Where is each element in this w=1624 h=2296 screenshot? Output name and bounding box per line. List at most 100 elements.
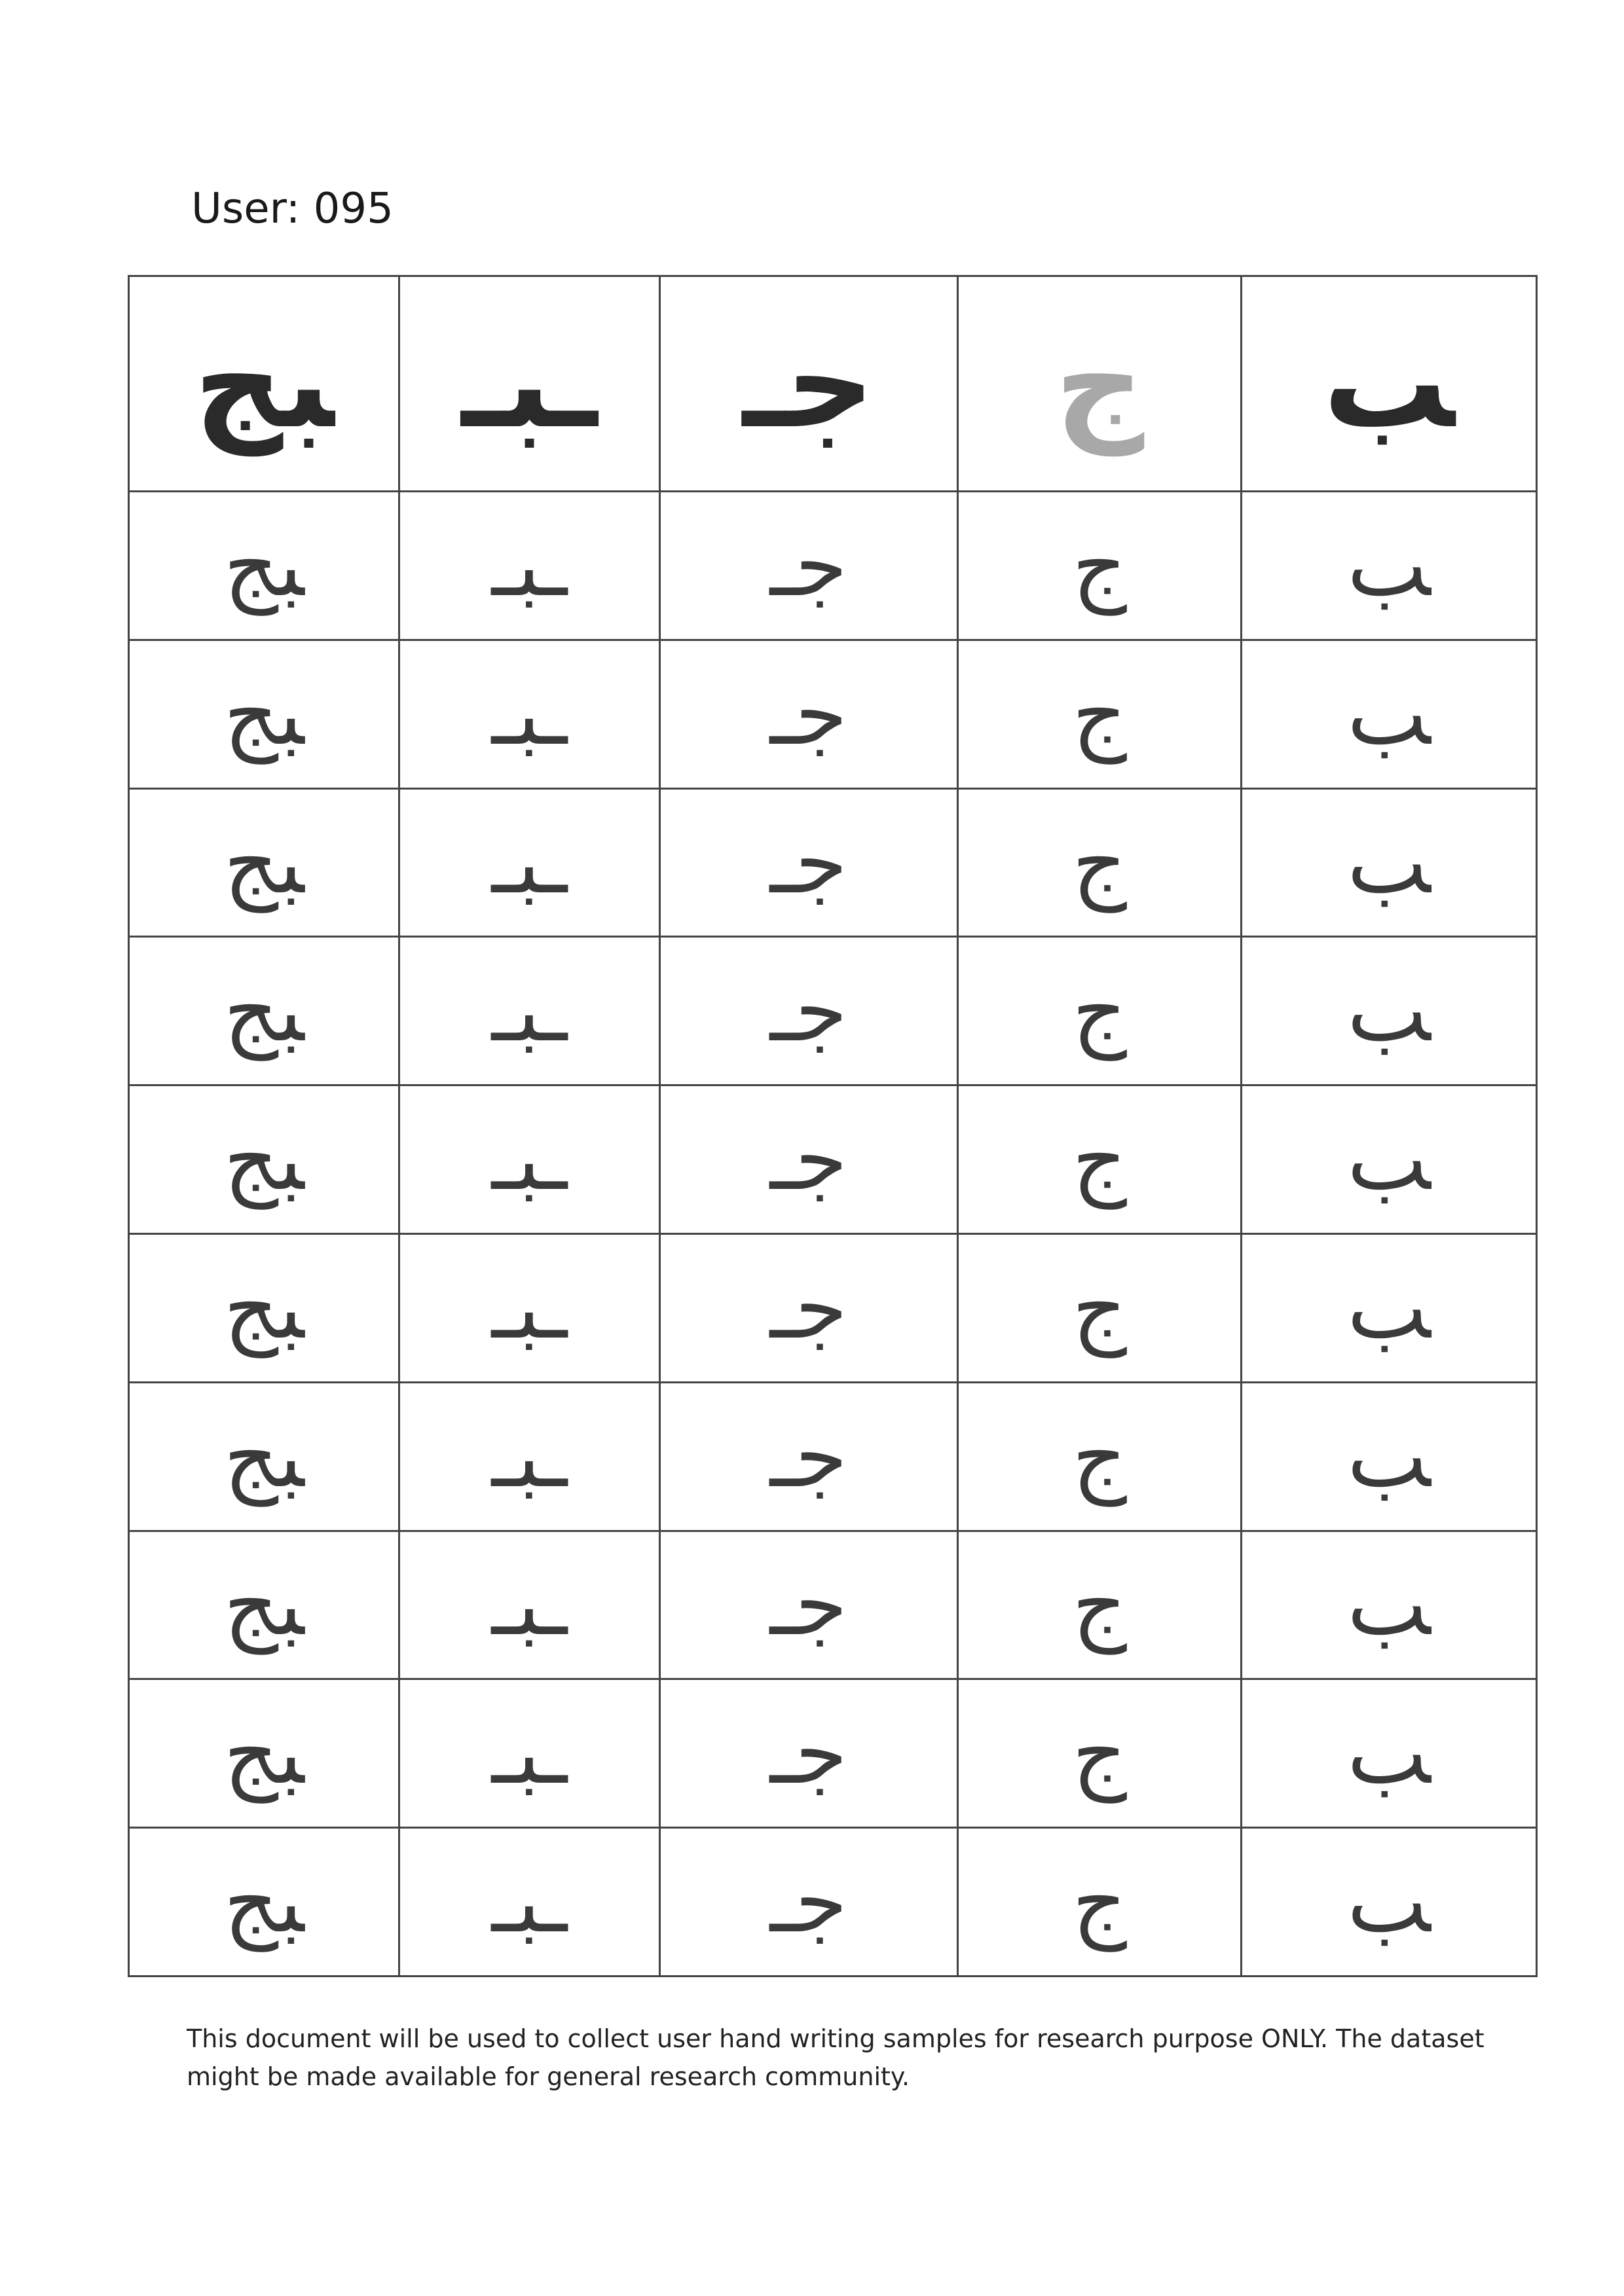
reference-cell: ﺟـ	[659, 274, 959, 493]
sample-cell: ـﺒـ	[398, 1084, 661, 1235]
handwritten-glyph: ﺟـ	[769, 515, 848, 615]
sample-cell: ﺐ	[1240, 490, 1538, 641]
handwritten-glyph: ج	[1072, 1555, 1127, 1655]
handwritten-glyph: ﺒﺞ	[223, 515, 304, 615]
sample-cell: ج	[957, 1084, 1242, 1235]
sample-cell: ـﺒـ	[398, 1529, 661, 1681]
handwritten-glyph: ـﺒـ	[491, 515, 568, 615]
research-notice: This document will be used to collect us…	[187, 2024, 1485, 2091]
sample-row: ﺒﺞ ـﺒـ ﺟـ ج ﺐ	[128, 1529, 1538, 1681]
handwritten-glyph: ـﺒـ	[491, 1852, 568, 1952]
sample-cell: ﺟـ	[659, 1827, 959, 1977]
handwritten-glyph: ج	[1072, 1406, 1127, 1506]
sample-row: ﺒﺞ ـﺒـ ﺟـ ج ﺐ	[128, 1084, 1538, 1235]
handwritten-glyph: ﺟـ	[769, 961, 848, 1061]
handwritten-glyph: ج	[1072, 812, 1127, 913]
handwritten-glyph: ـﺒـ	[491, 1258, 568, 1358]
handwritten-glyph: ﺐ	[1347, 1852, 1431, 1952]
sample-cell: ـﺒـ	[398, 1827, 661, 1977]
sample-cell: ﺒﺞ	[128, 1233, 400, 1383]
reference-row: ﺒﺞ ـﺒـ ﺟـ ج ﺐ	[128, 274, 1538, 493]
sample-cell: ـﺒـ	[398, 1233, 661, 1383]
sample-cell: ج	[957, 1529, 1242, 1681]
handwritten-glyph: ج	[1072, 664, 1127, 764]
sample-cell: ج	[957, 1381, 1242, 1532]
sample-cell: ج	[957, 1678, 1242, 1829]
handwritten-glyph: ﺒﺞ	[223, 961, 304, 1061]
user-id-label: User: 095	[191, 185, 394, 233]
sample-cell: ﺟـ	[659, 1678, 959, 1829]
reference-cell: ﺒﺞ	[128, 274, 400, 493]
sample-cell: ج	[957, 1827, 1242, 1977]
sample-cell: ﺐ	[1240, 936, 1538, 1087]
handwritten-glyph: ﺟـ	[769, 1110, 848, 1210]
handwritten-glyph: ﺟـ	[769, 812, 848, 913]
reference-glyph: ﺐ	[1323, 311, 1455, 456]
sample-cell: ـﺒـ	[398, 638, 661, 790]
handwritten-glyph: ﺒﺞ	[223, 664, 304, 764]
sample-cell: ﺐ	[1240, 1678, 1538, 1829]
handwriting-sample-grid: ﺒﺞ ـﺒـ ﺟـ ج ﺐ ﺒﺞ ـﺒـ ﺟـ ج ﺐ ﺒﺞ ـﺒـ ﺟـ ج ﺐ ﺒﺞ ـﺒـ ﺟـ ج ﺐ ﺒﺞ ـﺒ…	[128, 274, 1538, 1977]
handwritten-glyph: ﺐ	[1347, 515, 1431, 615]
handwritten-glyph: ﺟـ	[769, 1258, 848, 1358]
sample-row: ﺒﺞ ـﺒـ ﺟـ ج ﺐ	[128, 1678, 1538, 1829]
handwritten-glyph: ﺒﺞ	[223, 1704, 304, 1804]
reference-cell: ﺐ	[1240, 274, 1538, 493]
handwritten-glyph: ـﺒـ	[491, 664, 568, 764]
sample-cell: ـﺒـ	[398, 1678, 661, 1829]
handwritten-glyph: ﺟـ	[769, 1852, 848, 1952]
sample-cell: ﺟـ	[659, 638, 959, 790]
reference-glyph: ج	[1054, 311, 1145, 456]
handwritten-glyph: ﺐ	[1347, 812, 1431, 913]
sample-cell: ﺒﺞ	[128, 1529, 400, 1681]
handwritten-glyph: ـﺒـ	[491, 1406, 568, 1506]
sample-cell: ـﺒـ	[398, 787, 661, 938]
sample-cell: ج	[957, 787, 1242, 938]
sample-cell: ج	[957, 638, 1242, 790]
sample-cell: ﺒﺞ	[128, 936, 400, 1087]
sample-row: ﺒﺞ ـﺒـ ﺟـ ج ﺐ	[128, 1381, 1538, 1532]
sample-cell: ﺟـ	[659, 1084, 959, 1235]
sample-cell: ﺟـ	[659, 1381, 959, 1532]
reference-cell: ج	[957, 274, 1242, 493]
handwritten-glyph: ـﺒـ	[491, 1110, 568, 1210]
handwritten-glyph: ﺒﺞ	[223, 1555, 304, 1655]
reference-cell: ـﺒـ	[398, 274, 661, 493]
handwritten-glyph: ﺒﺞ	[223, 812, 304, 913]
handwritten-glyph: ﺐ	[1347, 1258, 1431, 1358]
sample-cell: ﺟـ	[659, 1233, 959, 1383]
sample-cell: ﺐ	[1240, 1233, 1538, 1383]
handwritten-glyph: ـﺒـ	[491, 1704, 568, 1804]
sample-row: ﺒﺞ ـﺒـ ﺟـ ج ﺐ	[128, 787, 1538, 938]
sample-cell: ﺒﺞ	[128, 787, 400, 938]
sample-cell: ﺐ	[1240, 787, 1538, 938]
handwritten-glyph: ﺟـ	[769, 1406, 848, 1506]
handwritten-glyph: ج	[1072, 961, 1127, 1061]
sample-cell: ﺟـ	[659, 490, 959, 641]
sample-cell: ﺐ	[1240, 1381, 1538, 1532]
handwritten-glyph: ﺐ	[1347, 1406, 1431, 1506]
handwritten-glyph: ـﺒـ	[491, 812, 568, 913]
handwritten-glyph: ﺐ	[1347, 1110, 1431, 1210]
sample-cell: ﺟـ	[659, 936, 959, 1087]
handwritten-glyph: ﺒﺞ	[223, 1110, 304, 1210]
sample-cell: ﺒﺞ	[128, 1827, 400, 1977]
handwritten-glyph: ﺟـ	[769, 664, 848, 764]
sample-cell: ﺐ	[1240, 638, 1538, 790]
handwritten-glyph: ﺐ	[1347, 961, 1431, 1061]
sample-cell: ـﺒـ	[398, 1381, 661, 1532]
handwritten-glyph: ﺒﺞ	[223, 1406, 304, 1506]
sample-cell: ﺐ	[1240, 1529, 1538, 1681]
sample-cell: ـﺒـ	[398, 490, 661, 641]
sample-cell: ج	[957, 490, 1242, 641]
handwritten-glyph: ﺒﺞ	[223, 1852, 304, 1952]
sample-cell: ـﺒـ	[398, 936, 661, 1087]
handwritten-glyph: ﺐ	[1347, 1704, 1431, 1804]
sample-cell: ﺐ	[1240, 1084, 1538, 1235]
reference-glyph: ﺟـ	[743, 311, 875, 456]
handwritten-glyph: ج	[1072, 1110, 1127, 1210]
reference-glyph: ـﺒـ	[461, 311, 598, 456]
sample-cell: ﺒﺞ	[128, 490, 400, 641]
handwritten-glyph: ج	[1072, 1258, 1127, 1358]
reference-glyph: ﺒﺞ	[193, 311, 335, 456]
